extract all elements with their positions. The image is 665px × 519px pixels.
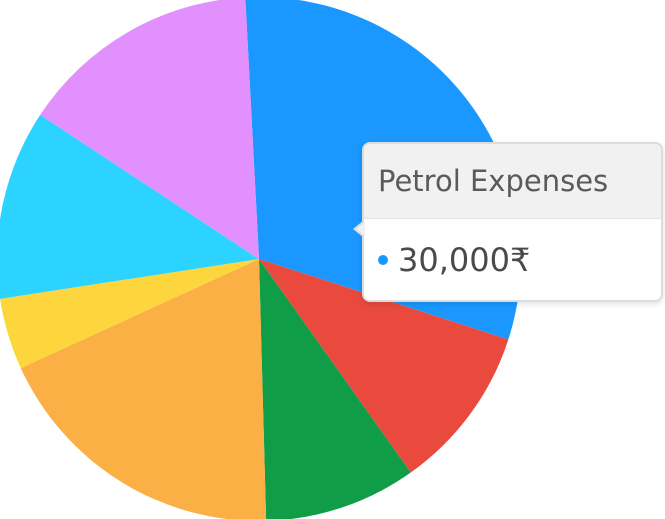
pie-slice-5[interactable] xyxy=(0,259,260,369)
pie-slice-3[interactable] xyxy=(259,259,411,519)
series-marker-icon xyxy=(378,254,388,265)
pie-slice-6[interactable] xyxy=(0,114,259,299)
tooltip-title: Petrol Expenses xyxy=(378,164,609,198)
pie-slice-2[interactable] xyxy=(259,259,509,473)
tooltip-body: 30,000₹ xyxy=(364,219,661,300)
tooltip-header: Petrol Expenses xyxy=(364,144,661,219)
pie-slice-7[interactable] xyxy=(40,0,259,259)
tooltip-value: 30,000₹ xyxy=(398,240,531,279)
tooltip: Petrol Expenses 30,000₹ xyxy=(353,142,663,302)
pie-slice-4[interactable] xyxy=(20,259,267,519)
tooltip-arrow-inner xyxy=(356,222,365,236)
